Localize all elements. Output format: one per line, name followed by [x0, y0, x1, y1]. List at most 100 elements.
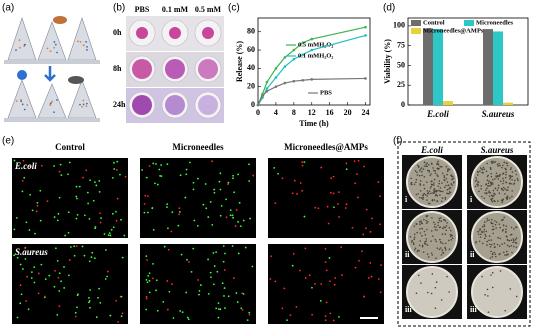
- cell: [88, 217, 91, 220]
- cell: [292, 252, 295, 255]
- y-tick-label: 80: [247, 27, 255, 36]
- colony: [514, 238, 517, 241]
- cell: [232, 174, 235, 177]
- cell: [301, 164, 304, 167]
- cell: [19, 263, 22, 266]
- cell: [338, 216, 340, 218]
- colony: [494, 220, 496, 222]
- cell: [283, 287, 286, 290]
- colony: [437, 160, 439, 163]
- cell: [95, 316, 98, 319]
- colony: [497, 236, 499, 239]
- colony: [489, 245, 492, 248]
- cell: [248, 180, 251, 182]
- cell: [370, 275, 373, 278]
- cell: [82, 176, 84, 179]
- colony: [427, 221, 429, 223]
- colony: [502, 251, 505, 254]
- cell: [90, 256, 93, 259]
- cell: [98, 190, 101, 193]
- cell: [274, 202, 277, 205]
- colony: [489, 257, 492, 259]
- particle: [20, 99, 22, 101]
- cell: [221, 282, 224, 285]
- cell: [40, 263, 43, 266]
- colony: [419, 240, 422, 242]
- cell: [109, 234, 112, 237]
- cell: [299, 182, 302, 184]
- colony: [495, 176, 498, 178]
- colony: [505, 250, 508, 253]
- cell: [314, 206, 317, 209]
- cell: [369, 230, 372, 233]
- colony: [438, 219, 441, 222]
- x-axis-label: Time (h): [299, 119, 329, 128]
- legend-swatch: [411, 20, 421, 26]
- cell: [77, 293, 79, 296]
- colony: [492, 160, 494, 163]
- colony: [440, 220, 443, 223]
- cell: [108, 232, 111, 235]
- cell: [151, 207, 154, 210]
- colony: [445, 165, 448, 168]
- colony: [496, 243, 499, 246]
- cell: [35, 210, 38, 213]
- cell: [211, 160, 214, 163]
- cell: [31, 209, 34, 212]
- particle: [26, 104, 29, 106]
- colony: [425, 181, 428, 183]
- cell: [311, 313, 314, 316]
- cell: [23, 176, 26, 179]
- cell: [159, 174, 161, 177]
- row-label: iii: [470, 305, 477, 314]
- cell: [26, 275, 29, 278]
- colony: [488, 180, 490, 182]
- particle: [51, 100, 54, 103]
- colony: [488, 191, 490, 194]
- colony: [435, 226, 437, 228]
- cell: [24, 247, 27, 250]
- colony: [437, 224, 439, 227]
- colony: [485, 192, 488, 195]
- cell: [224, 307, 226, 310]
- cell: [329, 312, 332, 315]
- bar: [493, 31, 503, 106]
- colony: [428, 171, 431, 173]
- cell: [354, 182, 357, 185]
- cell: [338, 316, 340, 318]
- colony: [485, 230, 488, 233]
- cell: [180, 253, 183, 256]
- colony: [421, 234, 423, 237]
- colony: [441, 249, 444, 251]
- cell: [313, 282, 316, 285]
- cell: [158, 168, 161, 171]
- particle: [81, 105, 83, 108]
- cell: [341, 274, 343, 276]
- colony: [439, 247, 442, 249]
- colony: [422, 168, 425, 170]
- colony: [413, 238, 416, 241]
- colony: [434, 307, 437, 310]
- cell: [116, 169, 118, 171]
- colony: [409, 236, 412, 238]
- cell: [237, 173, 240, 176]
- particle: [56, 99, 58, 101]
- colony: [435, 257, 437, 259]
- colony: [494, 253, 497, 256]
- cell: [155, 163, 157, 165]
- colony: [509, 234, 512, 236]
- cell: [356, 196, 359, 199]
- cell: [211, 223, 214, 226]
- plate: [406, 156, 458, 208]
- colony: [478, 240, 481, 243]
- cell: [185, 173, 188, 176]
- cell: [19, 302, 22, 305]
- colony: [474, 180, 477, 182]
- cell: [172, 317, 175, 319]
- cell: [146, 281, 149, 284]
- cell: [85, 169, 88, 172]
- colony: [441, 172, 444, 175]
- cell: [152, 228, 155, 231]
- cell: [103, 233, 106, 235]
- cell: [198, 293, 200, 296]
